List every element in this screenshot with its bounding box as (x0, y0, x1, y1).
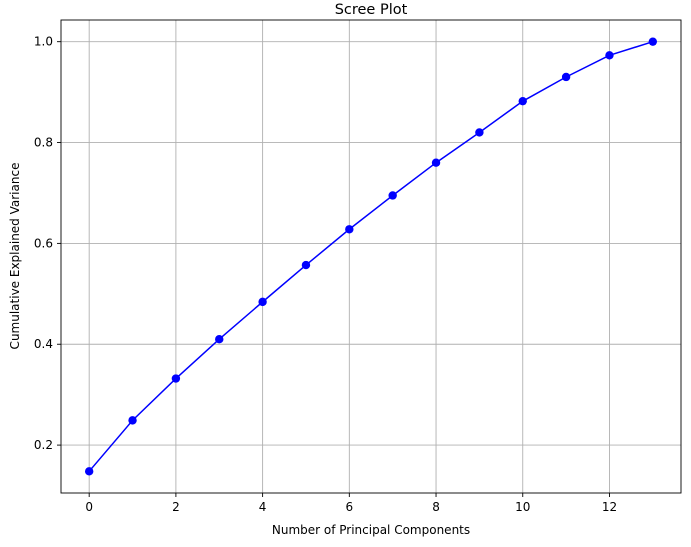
data-point (84, 467, 94, 476)
x-tick-label: 6 (346, 500, 354, 514)
axis-ticks: 0 2 4 6 8 10 12 0.2 0.4 0.6 0.8 1.0 (34, 35, 617, 514)
y-tick-label: 1.0 (34, 35, 53, 49)
x-tick-label: 10 (515, 500, 530, 514)
series-line (88, 40, 654, 472)
data-point (128, 416, 137, 425)
data-point (648, 37, 658, 46)
data-point (561, 72, 571, 82)
data-point (171, 374, 181, 383)
x-tick-label: 2 (172, 500, 180, 514)
data-point (475, 128, 484, 137)
data-point (301, 260, 311, 270)
x-tick-label: 12 (602, 500, 617, 514)
plot-frame (60, 19, 682, 494)
y-tick-label: 0.6 (34, 236, 53, 250)
series-layer (84, 37, 658, 476)
data-point (345, 225, 354, 234)
chart-title: Scree Plot (335, 2, 408, 18)
data-point (518, 96, 527, 106)
y-axis-label: Cumulative Explained Variance (8, 163, 22, 350)
y-tick-label: 0.4 (34, 337, 53, 351)
grid-lines (61, 20, 681, 493)
data-point (258, 297, 267, 307)
y-tick-label: 0.2 (34, 438, 53, 452)
data-point (605, 51, 614, 60)
x-tick-label: 0 (85, 500, 93, 514)
x-tick-label: 4 (259, 500, 267, 514)
data-point (215, 334, 224, 344)
x-axis-label: Number of Principal Components (272, 523, 470, 537)
y-tick-label: 0.8 (34, 136, 53, 150)
x-tick-label: 8 (432, 500, 440, 514)
data-point (431, 158, 441, 167)
data-point (388, 191, 397, 200)
